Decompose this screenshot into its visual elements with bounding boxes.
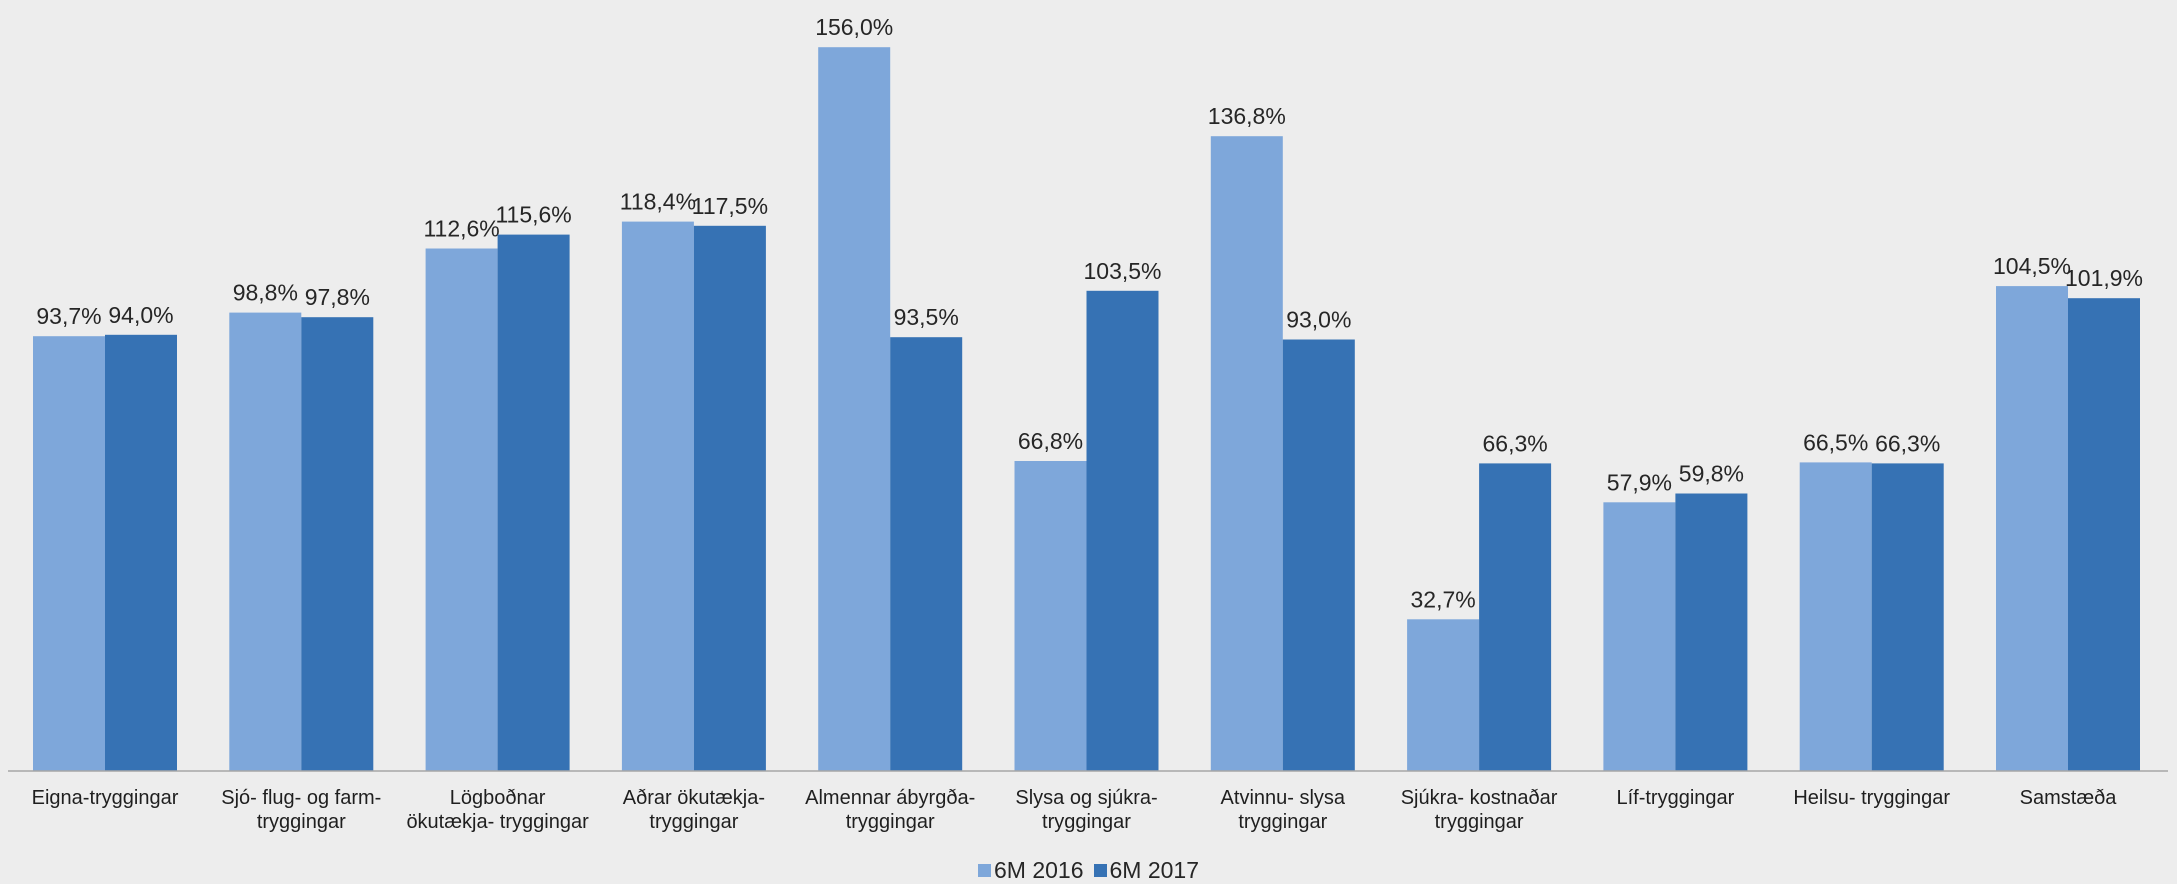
data-label-6m-2016-5: 66,8% (1018, 428, 1083, 454)
bar-6m-2017-3 (693, 225, 766, 772)
bar-6m-2017-8 (1675, 493, 1748, 771)
category-label-4: Almennar ábyrgða-tryggingar (805, 787, 975, 833)
legend-label-6m-2017: 6M 2017 (1109, 857, 1200, 883)
bar-6m-2016-10 (1996, 286, 2068, 771)
category-label-10: Samstæða (2020, 787, 2118, 809)
bar-6m-2016-9 (1799, 462, 1872, 771)
data-label-6m-2017-6: 93,0% (1286, 307, 1351, 333)
bar-6m-2017-4 (890, 337, 963, 771)
bar-6m-2017-0 (105, 334, 177, 771)
legend-item-6m-2016: 6M 2016 (977, 857, 1084, 884)
bar-6m-2016-2 (425, 248, 498, 771)
data-label-6m-2016-10: 104,5% (1993, 253, 2071, 279)
data-label-6m-2017-10: 101,9% (2065, 265, 2143, 291)
data-label-6m-2016-8: 57,9% (1607, 469, 1672, 495)
category-label-2: Lögboðnar ökutækja- tryggingar (406, 787, 589, 833)
data-label-6m-2017-8: 59,8% (1679, 461, 1744, 487)
data-label-6m-2017-3: 117,5% (692, 193, 768, 219)
bar-6m-2016-1 (229, 312, 302, 771)
bar-6m-2017-7 (1479, 463, 1552, 771)
legend-swatch-6m-2017 (1093, 864, 1107, 877)
category-label-3: Aðrar ökutækja-tryggingar (623, 787, 765, 833)
legend-item-6m-2017: 6M 2017 (1093, 857, 1200, 884)
category-label-0: Eigna-tryggingar (32, 787, 179, 809)
data-label-6m-2017-5: 103,5% (1083, 258, 1161, 284)
data-label-6m-2016-3: 118,4% (620, 189, 696, 215)
data-label-6m-2016-7: 32,7% (1410, 586, 1475, 612)
data-label-6m-2017-0: 94,0% (108, 302, 173, 328)
data-label-6m-2017-4: 93,5% (894, 304, 959, 330)
bar-6m-2017-5 (1086, 290, 1159, 771)
data-label-6m-2016-9: 66,5% (1803, 429, 1868, 455)
data-label-6m-2016-0: 93,7% (36, 303, 101, 329)
legend-label-6m-2016: 6M 2016 (993, 857, 1084, 883)
bar-6m-2016-5 (1014, 461, 1087, 771)
category-label-1: Sjó- flug- og farm-tryggingar (221, 787, 381, 833)
legend-swatch-6m-2016 (977, 864, 991, 877)
category-label-9: Heilsu- tryggingar (1793, 787, 1950, 809)
data-label-6m-2016-1: 98,8% (233, 280, 298, 306)
bar-6m-2017-2 (497, 234, 570, 772)
data-label-6m-2017-7: 66,3% (1482, 430, 1547, 456)
category-label-8: Líf-tryggingar (1616, 787, 1734, 809)
bar-6m-2016-0 (33, 336, 105, 771)
bar-6m-2016-6 (1210, 136, 1283, 771)
data-label-6m-2016-4: 156,0% (815, 14, 893, 40)
bar-6m-2016-8 (1603, 502, 1676, 771)
bar-6m-2017-1 (301, 317, 374, 771)
bar-6m-2017-6 (1282, 339, 1355, 771)
bar-6m-2016-3 (621, 221, 694, 772)
legend: 6M 2016 6M 2017 (0, 857, 2177, 884)
category-label-7: Sjúkra- kostnaðar tryggingar (1401, 787, 1558, 833)
bar-6m-2016-4 (818, 47, 891, 771)
bar-6m-2016-7 (1407, 619, 1480, 771)
data-label-6m-2017-1: 97,8% (305, 284, 370, 310)
data-label-6m-2017-9: 66,3% (1875, 430, 1940, 456)
data-label-6m-2016-2: 112,6% (423, 216, 499, 242)
bar-6m-2017-9 (1871, 463, 1944, 771)
data-label-6m-2016-6: 136,8% (1208, 103, 1286, 129)
data-label-6m-2017-2: 115,6% (495, 202, 571, 228)
category-label-6: Atvinnu- slysa tryggingar (1221, 787, 1346, 833)
category-label-5: Slysa og sjúkra-tryggingar (1015, 787, 1157, 833)
bar-6m-2017-10 (2068, 298, 2140, 771)
